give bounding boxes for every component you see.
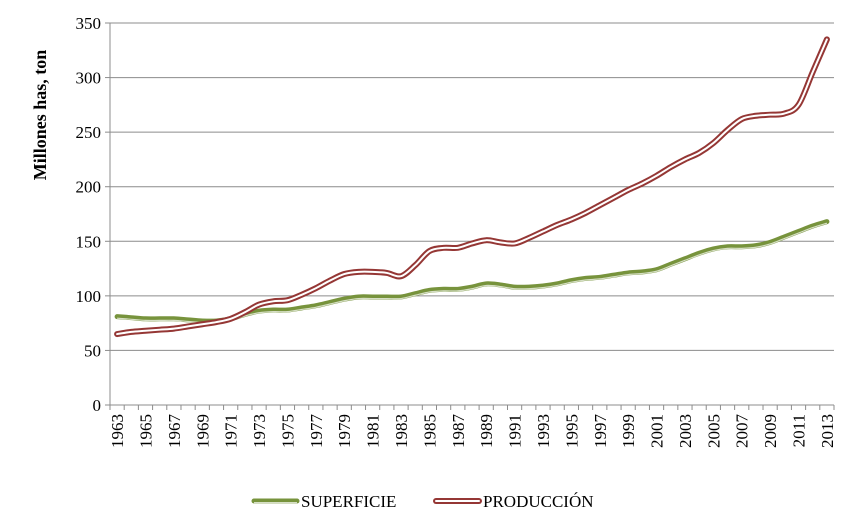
x-tick-label: 1981 xyxy=(364,414,383,448)
x-tick-label: 1987 xyxy=(449,414,468,449)
legend-item-produccion: PRODUCCIÓN xyxy=(433,492,594,511)
x-tick-label: 2009 xyxy=(761,414,780,448)
x-tick-label: 1979 xyxy=(335,414,354,448)
legend: SUPERFICIE PRODUCCIÓN xyxy=(251,492,594,511)
x-tick-label: 2011 xyxy=(790,414,809,447)
x-tick-label: 1989 xyxy=(477,414,496,448)
y-tick-label: 350 xyxy=(76,14,102,33)
y-tick-label: 200 xyxy=(76,178,102,197)
x-tick-label: 2013 xyxy=(818,414,837,448)
x-tick-label: 1993 xyxy=(534,414,553,448)
series-group xyxy=(114,36,830,338)
gridlines xyxy=(110,22,834,351)
x-tick-label: 1997 xyxy=(591,414,610,449)
series-line xyxy=(114,219,830,324)
x-axis-ticks: 1963 1965 1967 1969 1971 1973 1975 1977 1979 1981… xyxy=(108,405,837,448)
y-axis-title: Millones has, ton xyxy=(30,50,50,181)
series-line-inner xyxy=(116,38,828,336)
legend-label: PRODUCCIÓN xyxy=(483,492,594,511)
y-tick-label: 0 xyxy=(93,396,102,415)
x-tick-label: 2007 xyxy=(733,414,752,449)
x-tick-label: 1983 xyxy=(392,414,411,448)
x-tick-label: 1967 xyxy=(165,414,184,449)
x-tick-label: 1985 xyxy=(420,414,439,448)
axes xyxy=(109,23,834,406)
y-tick-label: 250 xyxy=(76,123,102,142)
legend-item-superficie: SUPERFICIE xyxy=(251,492,396,511)
y-tick-label: 50 xyxy=(84,341,101,360)
series-superficie xyxy=(114,219,830,324)
x-tick-label: 1963 xyxy=(108,414,127,448)
x-tick-label: 1977 xyxy=(307,414,326,449)
x-tick-label: 1971 xyxy=(222,414,241,448)
x-tick-label: 1975 xyxy=(278,414,297,448)
x-tick-label: 1999 xyxy=(619,414,638,448)
x-tick-label: 1995 xyxy=(562,414,581,448)
x-tick-label: 2001 xyxy=(648,414,667,448)
x-tick-label: 1965 xyxy=(136,414,155,448)
series-produccion xyxy=(114,36,830,338)
x-tick-label: 2003 xyxy=(676,414,695,448)
legend-label: SUPERFICIE xyxy=(301,492,396,511)
x-tick-label: 1991 xyxy=(506,414,525,448)
series-line-highlight xyxy=(117,222,828,324)
y-tick-label: 100 xyxy=(76,287,102,306)
x-tick-label: 2005 xyxy=(704,414,723,448)
y-tick-label: 300 xyxy=(76,69,102,88)
x-tick-label: 1973 xyxy=(250,414,269,448)
x-tick-label: 1969 xyxy=(193,414,212,448)
y-tick-label: 150 xyxy=(76,232,102,251)
y-axis-ticks: 0 50 100 150 200 250 300 350 xyxy=(76,14,110,415)
